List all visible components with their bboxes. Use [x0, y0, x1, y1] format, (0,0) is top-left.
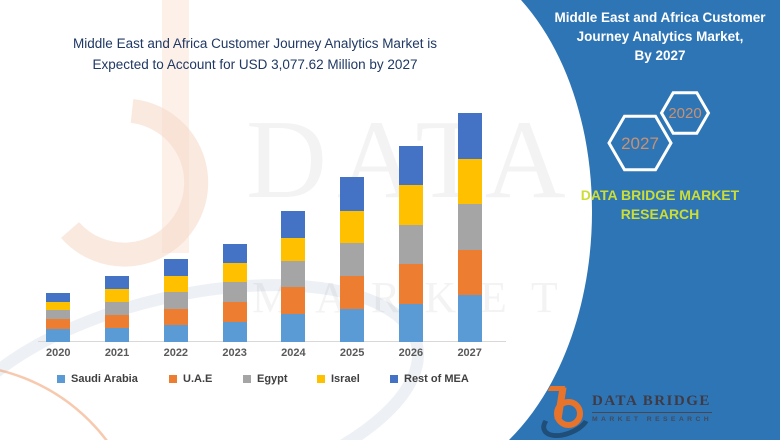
legend-label-israel: Israel: [331, 373, 360, 385]
bar-segment-2022-rest-of-mea: [163, 259, 188, 276]
bar-segment-2022-egypt: [163, 292, 188, 309]
bar-segment-2023-saudi-arabia: [222, 321, 247, 342]
brand-name: DATA BRIDGE MARKET RESEARCH: [540, 186, 780, 224]
x-axis-label-2025: 2025: [339, 347, 365, 359]
bar-segment-2023-rest-of-mea: [222, 244, 247, 264]
bar-segment-2024-rest-of-mea: [281, 211, 306, 238]
bar-segment-2025-saudi-arabia: [340, 308, 365, 342]
bar-segment-2020-rest-of-mea: [46, 292, 71, 302]
legend-item-u-a-e: U.A.E: [169, 373, 212, 385]
bar-segment-2021-egypt: [105, 301, 130, 315]
legend-item-rest-of-mea: Rest of MEA: [390, 373, 469, 385]
watermark-swoosh: [0, 279, 425, 440]
logo-name-text: DATA BRIDGE: [592, 393, 713, 413]
legend-label-saudi-arabia: Saudi Arabia: [71, 373, 138, 385]
bar-segment-2024-saudi-arabia: [281, 313, 306, 342]
bar-segment-2027-rest-of-mea: [457, 112, 482, 160]
hexagon-2020: [659, 91, 711, 135]
bar-segment-2020-egypt: [46, 309, 71, 320]
bar-segment-2027-saudi-arabia: [457, 295, 482, 342]
x-axis-line: [38, 341, 506, 342]
legend-swatch-israel: [317, 375, 325, 383]
x-axis-label-2021: 2021: [104, 347, 130, 359]
legend-swatch-u-a-e: [169, 375, 177, 383]
legend-swatch-saudi-arabia: [57, 375, 65, 383]
bar-segment-2026-israel: [398, 185, 423, 226]
bar-segment-2023-egypt: [222, 281, 247, 302]
bar-segment-2022-israel: [163, 275, 188, 293]
logo-tagline-text: MARKET RESEARCH: [592, 416, 713, 423]
x-axis-label-2020: 2020: [46, 347, 71, 359]
x-axis-label-2027: 2027: [457, 347, 482, 359]
chart-title: Middle East and Africa Customer Journey …: [15, 33, 495, 75]
bar-segment-2026-rest-of-mea: [398, 146, 423, 186]
bar-segment-2021-israel: [105, 289, 130, 302]
bar-segment-2024-u-a-e: [281, 286, 306, 314]
x-axis-label-2026: 2026: [398, 347, 424, 359]
legend-label-rest-of-mea: Rest of MEA: [404, 373, 469, 385]
bar-segment-2024-egypt: [281, 261, 306, 287]
bar-segment-2021-u-a-e: [105, 314, 130, 328]
logo-b-icon: [536, 384, 596, 440]
hexagon-2027: [607, 114, 673, 172]
bar-segment-2022-saudi-arabia: [163, 325, 188, 342]
brand-line2: RESEARCH: [620, 206, 700, 222]
x-axis-label-2022: 2022: [163, 347, 189, 359]
bar-segment-2025-rest-of-mea: [340, 177, 365, 212]
hexagon-2027-label: 2027: [621, 134, 659, 153]
bar-segment-2026-egypt: [398, 225, 423, 264]
bar-segment-2020-saudi-arabia: [46, 329, 71, 342]
bar-segment-2024-israel: [281, 237, 306, 262]
bar-segment-2020-israel: [46, 301, 71, 310]
hexagon-2020-label: 2020: [668, 105, 701, 122]
chart-title-line2: Expected to Account for USD 3,077.62 Mil…: [92, 57, 418, 72]
bar-segment-2023-israel: [222, 263, 247, 282]
chart-title-line1: Middle East and Africa Customer Journey …: [73, 36, 437, 51]
brand-line1: DATA BRIDGE MARKET: [580, 187, 740, 203]
hexagon-badges: 2027 2020: [607, 91, 711, 172]
bar-segment-2021-rest-of-mea: [105, 275, 130, 290]
right-panel-shape: [509, 0, 780, 440]
bar-segment-2025-u-a-e: [340, 276, 365, 309]
bar-segment-2026-u-a-e: [398, 263, 423, 304]
legend-swatch-rest-of-mea: [390, 375, 398, 383]
legend-item-israel: Israel: [317, 373, 360, 385]
legend-label-egypt: Egypt: [257, 373, 288, 385]
panel-title-line3: By 2027: [634, 48, 686, 63]
legend-item-saudi-arabia: Saudi Arabia: [57, 373, 138, 385]
bar-segment-2023-u-a-e: [222, 301, 247, 322]
panel-title-line2: Journey Analytics Market,: [576, 29, 744, 44]
bar-segment-2027-u-a-e: [457, 250, 482, 296]
bar-segment-2025-israel: [340, 211, 365, 244]
x-axis-label-2023: 2023: [222, 347, 247, 359]
bar-segment-2027-israel: [457, 159, 482, 204]
bar-segment-2025-egypt: [340, 243, 365, 277]
bar-segment-2020-u-a-e: [46, 319, 71, 330]
legend-swatch-egypt: [243, 375, 251, 383]
panel-title-line1: Middle East and Africa Customer: [554, 10, 766, 25]
bar-segment-2021-saudi-arabia: [105, 328, 130, 342]
bar-segment-2026-saudi-arabia: [398, 303, 423, 342]
legend-item-egypt: Egypt: [243, 373, 288, 385]
watermark-logo-bowl: [60, 99, 209, 267]
bar-segment-2022-u-a-e: [163, 308, 188, 326]
panel-title: Middle East and Africa Customer Journey …: [540, 8, 780, 65]
right-panel: [509, 0, 780, 440]
legend-label-u-a-e: U.A.E: [183, 373, 213, 385]
x-axis-label-2024: 2024: [281, 347, 306, 359]
data-bridge-logo: DATA BRIDGE MARKET RESEARCH: [536, 384, 713, 440]
bar-segment-2027-egypt: [457, 203, 482, 251]
